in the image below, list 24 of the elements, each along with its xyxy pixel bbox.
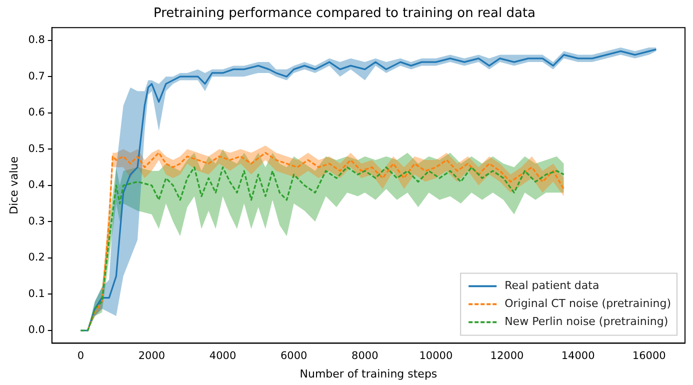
y-tick-label: 0.6 [28, 106, 46, 119]
x-tick-label: 0 [77, 350, 84, 362]
y-tick-label: 0.7 [28, 70, 45, 82]
y-tick-label: 0.2 [28, 252, 45, 264]
y-tick-label: 0.4 [28, 179, 46, 192]
y-tick-label: 0.3 [28, 215, 45, 228]
y-tick-label: 0.1 [28, 288, 45, 300]
x-tick-label: 4000 [209, 350, 236, 362]
x-tick-label: 12000 [490, 350, 524, 362]
chart-title: Pretraining performance compared to training on real data [153, 6, 536, 22]
x-tick-label: 14000 [561, 350, 595, 362]
y-tick-label: 0.0 [28, 324, 45, 336]
x-tick-label: 16000 [632, 350, 666, 362]
legend-label: Real patient data [504, 279, 600, 292]
x-tick-label: 10000 [419, 350, 453, 362]
legend-label: Original CT noise (pretraining) [504, 297, 672, 310]
y-tick-label: 0.8 [28, 34, 45, 46]
y-axis-title: Dice value [7, 156, 20, 214]
x-axis-title: Number of training steps [300, 367, 438, 380]
x-tick-label: 2000 [138, 350, 166, 362]
legend-label: New Perlin noise (pretraining) [504, 315, 668, 328]
x-tick-label: 8000 [352, 350, 378, 362]
x-tick-label: 6000 [280, 350, 308, 362]
y-tick-label: 0.5 [28, 142, 45, 155]
